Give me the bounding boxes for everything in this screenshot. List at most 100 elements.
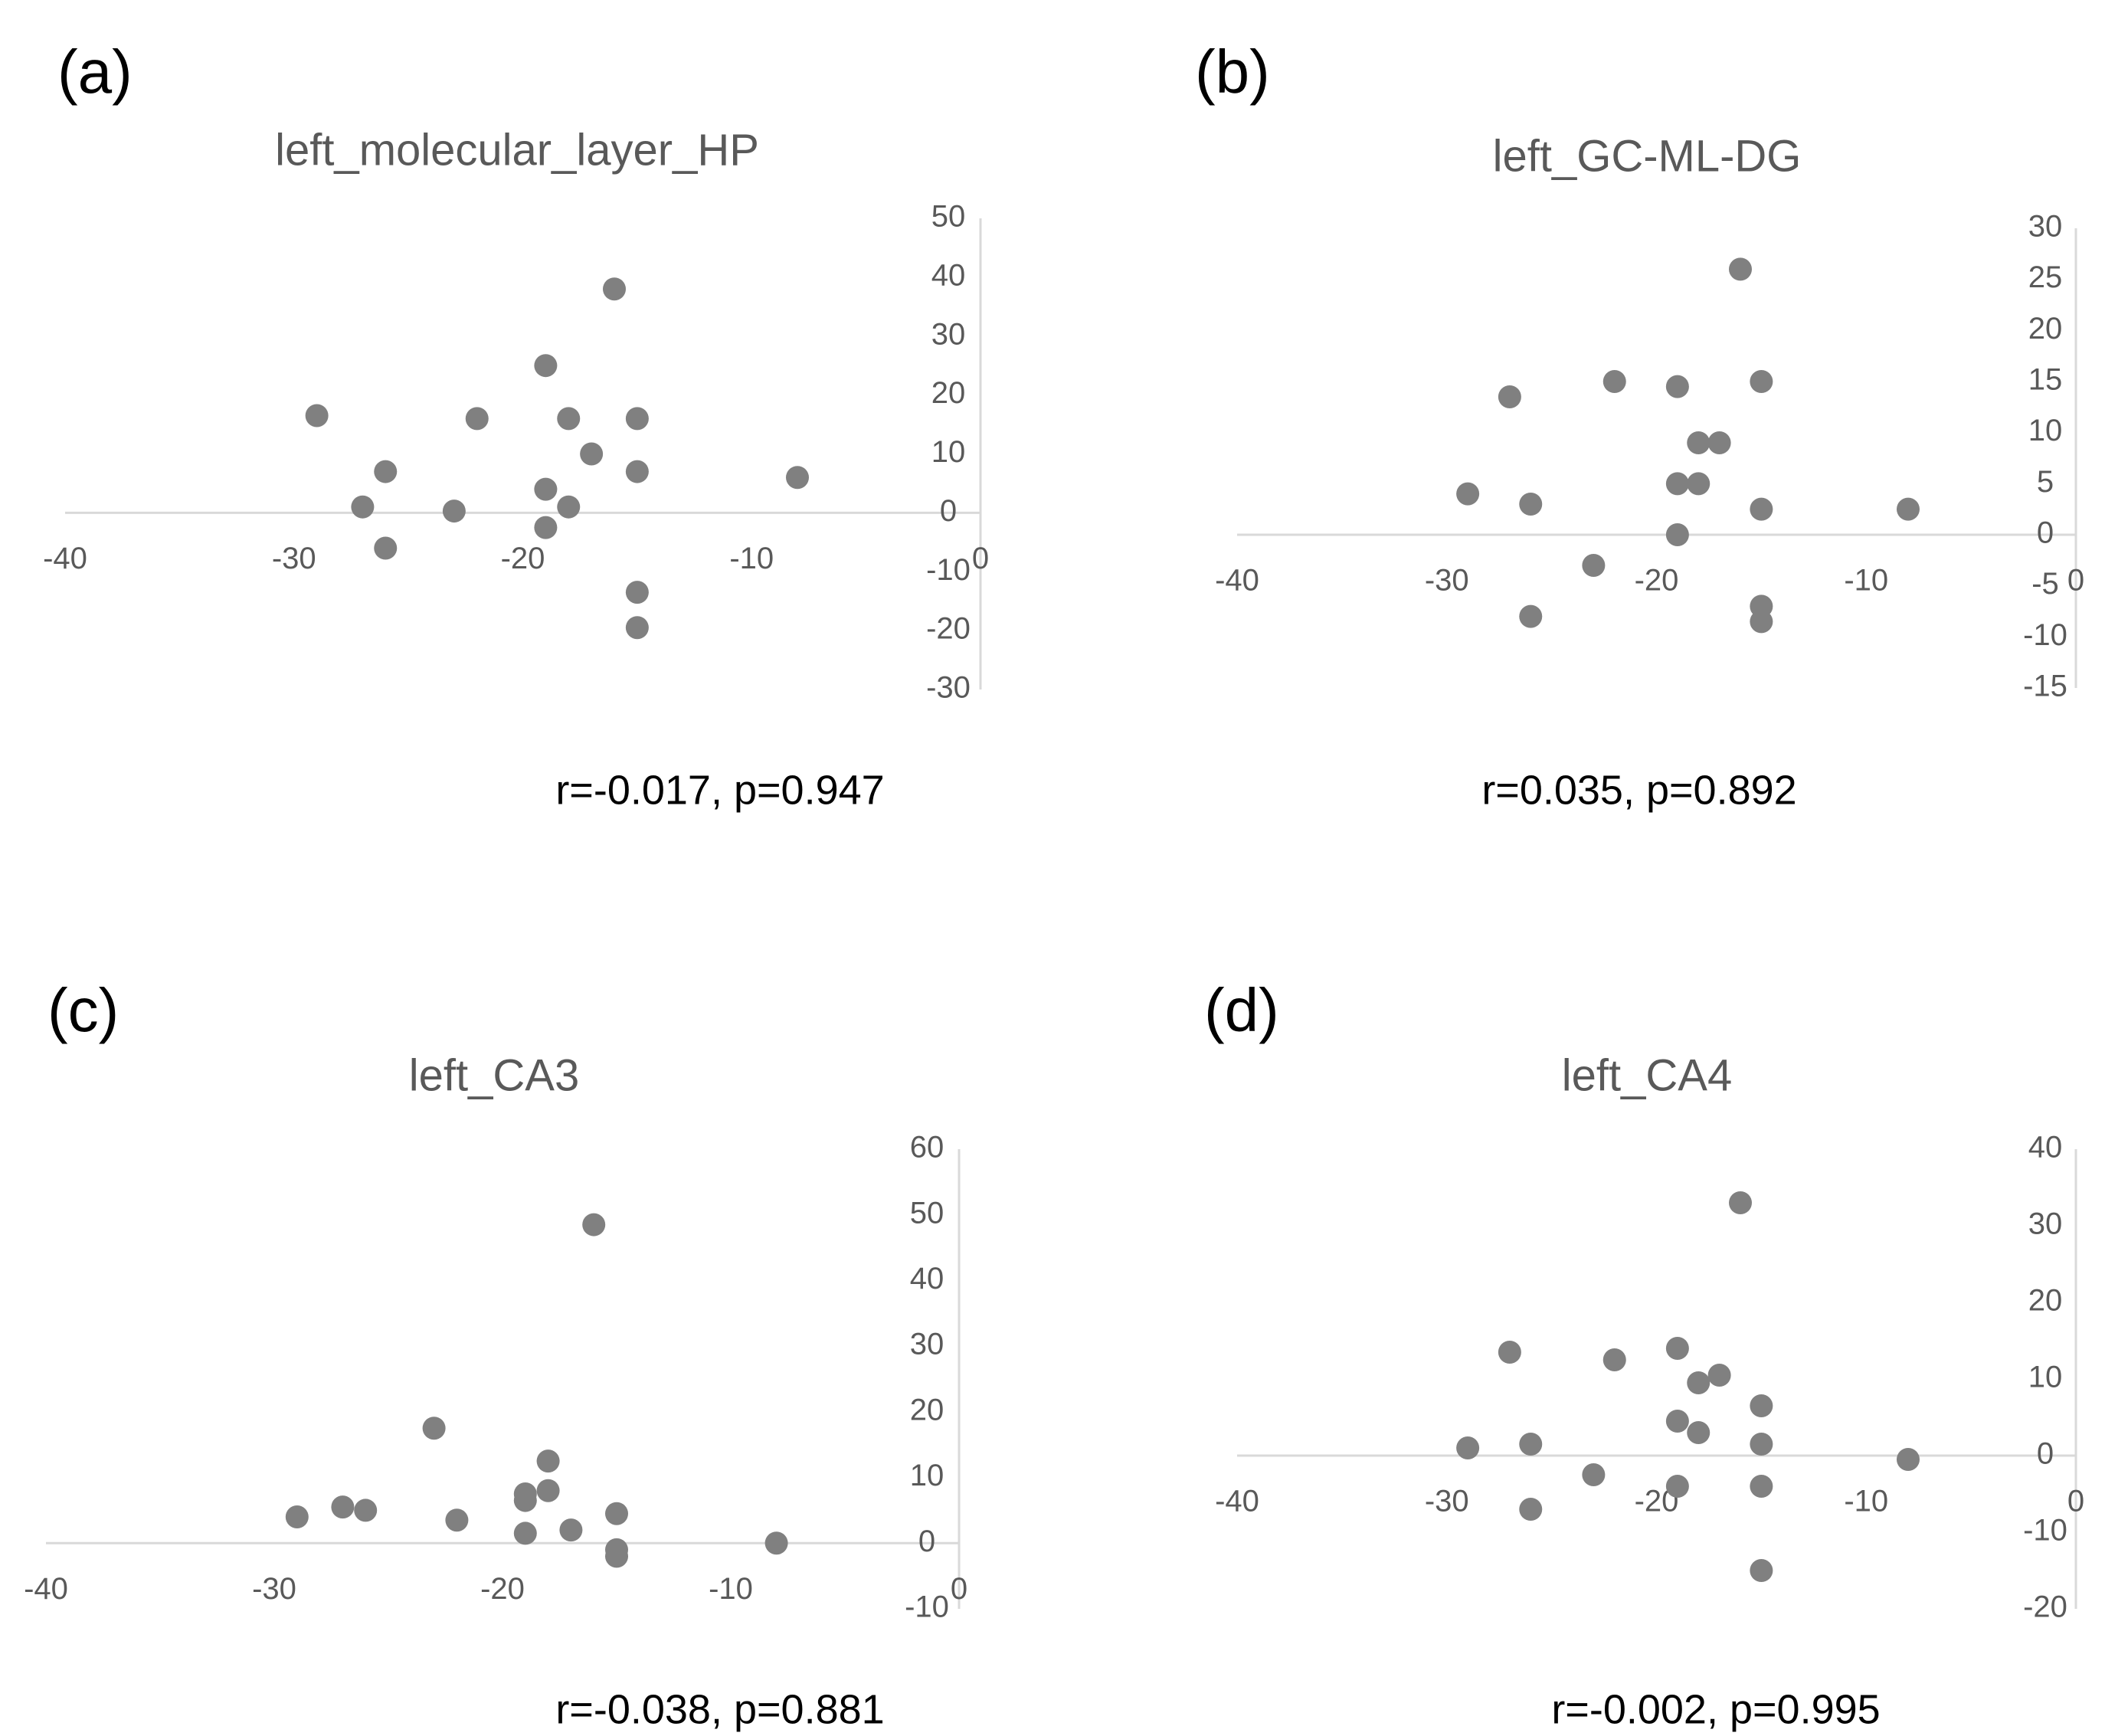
data-point-a: [625, 581, 649, 604]
x-tick-label-c: -20: [480, 1572, 525, 1606]
data-point-b: [1897, 497, 1920, 521]
data-point-b: [1750, 610, 1773, 634]
data-point-a: [557, 495, 581, 519]
y-tick-label-b: 15: [2028, 363, 2063, 397]
data-point-d: [1519, 1498, 1543, 1521]
data-point-c: [331, 1495, 355, 1519]
data-point-a: [557, 407, 581, 431]
data-point-d: [1582, 1463, 1606, 1486]
data-point-b: [1665, 472, 1689, 496]
correlation-stat-c: r=-0.038, p=0.881: [555, 1686, 884, 1732]
data-point-b: [1707, 431, 1731, 454]
data-point-a: [374, 536, 398, 560]
y-tick-label-d: 40: [2028, 1131, 2063, 1164]
y-tick-label-b: -5: [2031, 567, 2059, 601]
correlation-stat-a: r=-0.017, p=0.947: [555, 767, 884, 813]
data-point-c: [582, 1213, 606, 1236]
x-tick-label-b: -20: [1635, 564, 1679, 598]
data-point-d: [1729, 1191, 1752, 1214]
data-point-b: [1665, 523, 1689, 546]
y-tick-label-a: 20: [931, 376, 966, 410]
y-tick-label-c: 30: [910, 1328, 944, 1361]
y-tick-label-d: 10: [2028, 1361, 2063, 1394]
data-point-d: [1665, 1337, 1689, 1360]
data-point-c: [605, 1544, 628, 1568]
x-tick-label-b: 0: [2067, 564, 2084, 598]
y-tick-label-d: 20: [2028, 1284, 2063, 1318]
data-point-c: [536, 1449, 560, 1473]
data-point-d: [1519, 1433, 1543, 1456]
data-point-d: [1665, 1410, 1689, 1433]
data-point-b: [1729, 257, 1752, 281]
y-tick-label-b: 0: [2037, 516, 2054, 550]
y-tick-label-b: 25: [2028, 260, 2063, 294]
data-point-d: [1750, 1433, 1773, 1456]
data-point-c: [422, 1417, 446, 1440]
y-tick-label-c: 50: [910, 1196, 944, 1230]
y-tick-label-c: 40: [910, 1262, 944, 1295]
x-tick-label-c: 0: [951, 1572, 967, 1606]
data-point-d: [1750, 1559, 1773, 1582]
data-point-d: [1456, 1436, 1480, 1459]
correlation-stat-d: r=-0.002, p=0.995: [1551, 1686, 1880, 1732]
x-tick-label-d: -10: [1844, 1485, 1888, 1518]
y-tick-label-b: 10: [2028, 414, 2063, 447]
y-tick-label-a: -20: [926, 612, 971, 646]
data-point-a: [534, 354, 558, 378]
data-point-c: [354, 1499, 378, 1522]
y-tick-label-c: 60: [910, 1131, 944, 1164]
y-tick-label-a: 30: [931, 317, 966, 351]
data-point-c: [559, 1518, 583, 1542]
data-point-c: [764, 1531, 788, 1555]
data-point-b: [1750, 370, 1773, 393]
x-tick-label-c: -30: [252, 1572, 296, 1606]
x-tick-label-d: -40: [1215, 1485, 1259, 1518]
data-point-a: [351, 495, 375, 519]
chart-title-a: left_molecular_layer_HP: [275, 125, 759, 175]
data-point-d: [1707, 1364, 1731, 1387]
data-point-b: [1582, 554, 1606, 577]
data-point-a: [625, 616, 649, 640]
y-tick-label-d: 30: [2028, 1207, 2063, 1241]
data-point-a: [442, 500, 466, 523]
panel-label-a: (a): [57, 38, 133, 106]
data-point-b: [1687, 472, 1711, 496]
y-tick-label-a: -30: [926, 671, 971, 705]
data-point-a: [305, 404, 329, 427]
y-tick-label-d: 0: [2037, 1437, 2054, 1471]
panel-label-b: (b): [1195, 38, 1270, 106]
x-tick-label-c: -10: [709, 1572, 753, 1606]
data-point-a: [603, 277, 626, 301]
y-tick-label-c: -10: [905, 1590, 949, 1624]
data-point-b: [1665, 375, 1689, 398]
data-point-a: [374, 460, 398, 483]
y-tick-label-b: -10: [2023, 618, 2067, 652]
x-tick-label-a: -20: [501, 542, 545, 575]
y-tick-label-b: 20: [2028, 312, 2063, 346]
y-tick-label-a: 10: [931, 435, 966, 469]
y-tick-label-c: 0: [918, 1525, 935, 1558]
y-tick-label-b: 30: [2028, 210, 2063, 244]
x-tick-label-a: 0: [972, 542, 989, 575]
x-tick-label-c: -40: [24, 1572, 68, 1606]
data-point-c: [605, 1502, 628, 1525]
x-tick-label-b: -40: [1215, 564, 1259, 598]
data-point-a: [580, 442, 604, 466]
data-point-c: [536, 1479, 560, 1502]
y-tick-label-a: 40: [931, 258, 966, 292]
y-tick-label-c: 20: [910, 1393, 944, 1426]
y-tick-label-a: 0: [940, 494, 957, 528]
x-tick-label-a: -30: [272, 542, 316, 575]
data-point-d: [1498, 1341, 1521, 1364]
data-point-a: [625, 407, 649, 431]
data-point-c: [513, 1521, 537, 1545]
chart-title-c: left_CA3: [409, 1050, 579, 1100]
data-point-d: [1750, 1475, 1773, 1498]
data-point-b: [1456, 482, 1480, 506]
chart-title-b: left_GC-ML-DG: [1493, 131, 1802, 181]
chart-title-d: left_CA4: [1562, 1050, 1732, 1100]
data-point-a: [534, 477, 558, 501]
data-point-a: [625, 460, 649, 483]
panel-label-d: (d): [1204, 976, 1279, 1044]
